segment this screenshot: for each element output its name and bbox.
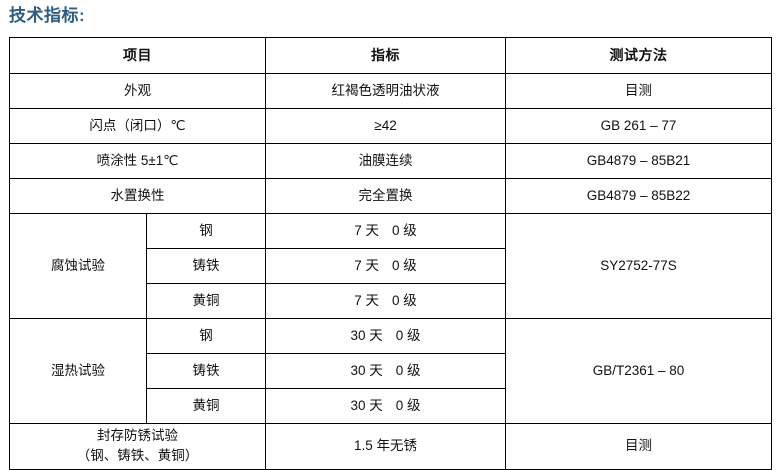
cell-method: GB 261 – 77: [505, 108, 772, 144]
cell-item: 闪点（闭口）℃: [9, 108, 266, 144]
cell-method: 目测: [505, 73, 772, 109]
cell-spec: 7 天 0 级: [265, 248, 506, 284]
cell-material: 钢: [146, 213, 266, 249]
cell-duration: 7 天: [354, 292, 379, 308]
cell-spec: ≥42: [265, 108, 506, 144]
cell-item-line2: （钢、铸铁、黄铜）: [76, 448, 199, 464]
table-row: 闪点（闭口）℃ ≥42 GB 261 – 77: [9, 108, 772, 144]
cell-grade: 0 级: [395, 327, 421, 343]
cell-spec: 油膜连续: [265, 143, 506, 179]
cell-grade: 0 级: [392, 292, 417, 308]
cell-duration: 30 天: [350, 327, 383, 343]
table-header-row: 项目 指标 测试方法: [9, 37, 772, 74]
cell-spec: 30 天 0 级: [265, 353, 506, 389]
cell-method: SY2752-77S: [505, 213, 772, 319]
cell-grade: 0 级: [392, 257, 417, 273]
cell-spec: 1.5 年无锈: [265, 423, 506, 470]
cell-spec: 完全置换: [265, 178, 506, 214]
table-row: 水置换性 完全置换 GB4879 – 85B22: [9, 178, 772, 214]
cell-material: 铸铁: [146, 353, 266, 389]
cell-spec: 红褐色透明油状液: [265, 73, 506, 109]
cell-duration: 30 天: [350, 397, 383, 413]
column-header-method: 测试方法: [505, 37, 772, 74]
table-row: 外观 红褐色透明油状液 目测: [9, 73, 772, 109]
cell-spec: 30 天 0 级: [265, 388, 506, 424]
technical-specifications-table: 项目 指标 测试方法 外观 红褐色透明油状液 目测 闪点（闭口）℃ ≥42 GB…: [9, 37, 772, 470]
cell-spec: 7 天 0 级: [265, 283, 506, 319]
column-header-spec: 指标: [265, 37, 506, 74]
cell-spec: 30 天 0 级: [265, 318, 506, 354]
page-title: 技术指标:: [9, 6, 86, 25]
cell-item: 喷涂性 5±1℃: [9, 143, 266, 179]
column-header-item: 项目: [9, 37, 266, 74]
cell-material: 黄铜: [146, 388, 266, 424]
cell-method: GB4879 – 85B22: [505, 178, 772, 214]
cell-grade: 0 级: [392, 222, 417, 238]
cell-duration: 7 天: [354, 257, 379, 273]
cell-material: 黄铜: [146, 283, 266, 319]
table-row: 铸铁 30 天 0 级: [10, 353, 772, 389]
cell-item: 封存防锈试验 （钢、铸铁、黄铜）: [9, 423, 266, 470]
cell-spec: 7 天 0 级: [265, 213, 506, 249]
table-row: 喷涂性 5±1℃ 油膜连续 GB4879 – 85B21: [9, 143, 772, 179]
cell-method: GB4879 – 85B21: [505, 143, 772, 179]
cell-item: 水置换性: [9, 178, 266, 214]
table-row: 腐蚀试验 钢 7 天 0 级 SY2752-77S: [9, 213, 772, 319]
table-header: 项目 指标 测试方法: [9, 37, 772, 74]
cell-method: 目测: [505, 423, 772, 470]
cell-item-line1: 封存防锈试验: [97, 428, 178, 443]
table-body: 外观 红褐色透明油状液 目测 闪点（闭口）℃ ≥42 GB 261 – 77 喷…: [9, 73, 772, 470]
cell-group-name: 湿热试验: [9, 318, 147, 424]
cell-grade: 0 级: [395, 362, 421, 378]
table-row: 黄铜 30 天 0 级: [10, 388, 772, 424]
table-row: 铸铁 7 天 0 级: [10, 248, 772, 284]
cell-material: 钢: [146, 318, 266, 354]
table-row: 湿热试验 钢 30 天 0 级 GB/T2361 – 80: [9, 318, 772, 424]
cell-duration: 30 天: [350, 362, 383, 378]
cell-grade: 0 级: [395, 397, 421, 413]
cell-group-name: 腐蚀试验: [9, 213, 147, 319]
cell-duration: 7 天: [354, 222, 379, 238]
table-row: 封存防锈试验 （钢、铸铁、黄铜） 1.5 年无锈 目测: [9, 423, 772, 470]
cell-material: 铸铁: [146, 248, 266, 284]
table-row: 黄铜 7 天 0 级: [10, 283, 772, 319]
cell-method: GB/T2361 – 80: [505, 318, 772, 424]
cell-item: 外观: [9, 73, 266, 109]
